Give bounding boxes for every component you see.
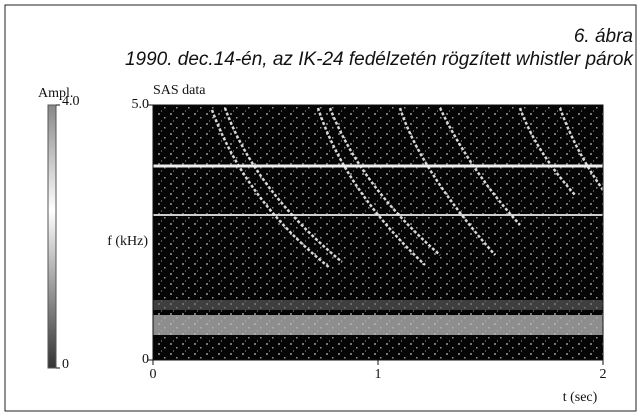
whistler-trace bbox=[328, 107, 441, 256]
whistler-trace bbox=[398, 107, 496, 256]
whistler-trace bbox=[210, 109, 331, 269]
figure-label: 6. ábra bbox=[574, 26, 633, 47]
whistler-trace bbox=[518, 107, 576, 196]
whistler-trace bbox=[558, 107, 603, 191]
whistler-trace bbox=[223, 107, 343, 263]
noise-band bbox=[153, 300, 603, 310]
whistler-trace bbox=[316, 107, 426, 266]
colorbar-tick-label: 4.0 bbox=[62, 94, 80, 109]
y-tick-label: 0 bbox=[142, 352, 149, 367]
colorbar-label: Ampl. bbox=[38, 86, 73, 101]
noise-band bbox=[153, 315, 603, 335]
y-tick-label: 5.0 bbox=[132, 97, 150, 112]
whistler-trace bbox=[438, 107, 521, 226]
chart-title: SAS data bbox=[153, 83, 206, 98]
colorbar bbox=[47, 104, 57, 369]
x-tick-label: 1 bbox=[375, 367, 382, 382]
x-tick-label: 2 bbox=[600, 367, 607, 382]
y-axis-label: f (kHz) bbox=[107, 234, 148, 249]
x-axis-label: t (sec) bbox=[563, 390, 598, 405]
caption: 1990. dec.14-én, az IK-24 fedélzetén rög… bbox=[125, 49, 635, 70]
x-tick-label: 0 bbox=[150, 367, 157, 382]
frame bbox=[4, 4, 637, 412]
colorbar-tick-label: 0 bbox=[62, 357, 69, 372]
spectrogram bbox=[153, 105, 603, 360]
